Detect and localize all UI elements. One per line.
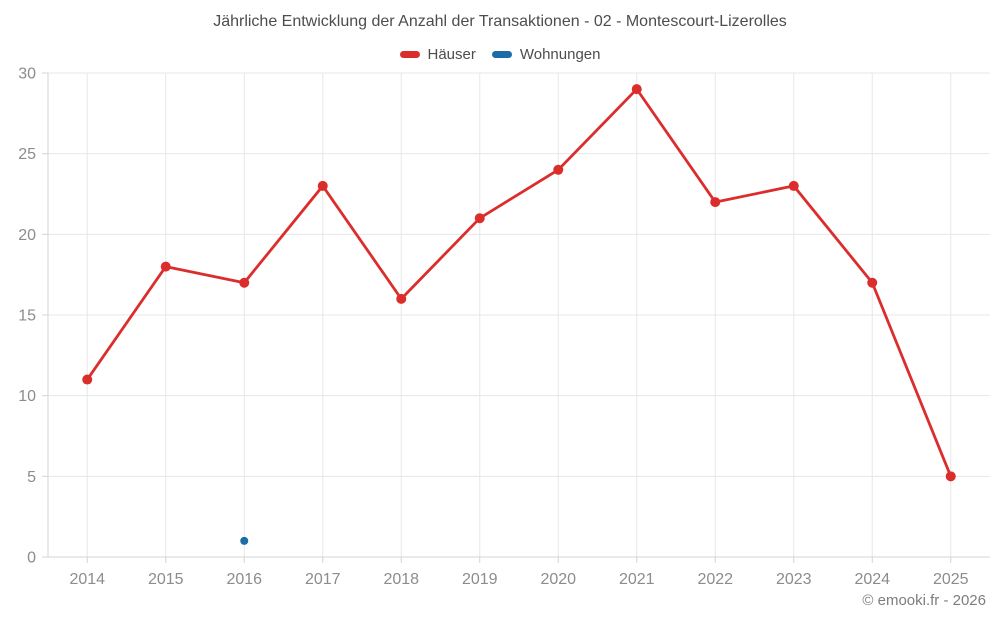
legend-swatch-haeuser-icon xyxy=(399,51,420,58)
x-axis-tick-label: 2018 xyxy=(383,571,419,588)
data-point-1[interactable] xyxy=(240,536,249,545)
x-axis-tick-label: 2019 xyxy=(462,571,498,588)
x-axis-tick-label: 2021 xyxy=(619,571,655,588)
x-axis-tick-label: 2023 xyxy=(776,571,812,588)
x-axis-tick-label: 2015 xyxy=(148,571,184,588)
data-point-0[interactable] xyxy=(239,277,250,288)
data-point-0[interactable] xyxy=(631,84,642,95)
data-point-0[interactable] xyxy=(82,374,93,385)
series-line-0 xyxy=(85,87,953,478)
data-point-0[interactable] xyxy=(396,293,407,304)
legend-item-haeuser[interactable]: Häuser xyxy=(399,46,476,63)
legend-swatch-wohnungen-icon xyxy=(491,51,512,58)
data-point-0[interactable] xyxy=(945,471,956,482)
data-point-0[interactable] xyxy=(160,261,171,272)
data-point-0[interactable] xyxy=(788,180,799,191)
y-axis-tick-label: 15 xyxy=(18,308,36,325)
legend-label-wohnungen: Wohnungen xyxy=(519,46,601,63)
data-point-0[interactable] xyxy=(710,197,721,208)
x-axis-tick-label: 2022 xyxy=(697,571,733,588)
x-axis-tick-label: 2024 xyxy=(854,571,890,588)
chart-title: Jährliche Entwicklung der Anzahl der Tra… xyxy=(213,13,787,30)
y-axis-tick-label: 5 xyxy=(27,469,36,486)
x-axis-tick-label: 2016 xyxy=(226,571,262,588)
y-axis-tick-label: 25 xyxy=(18,146,36,163)
legend-item-wohnungen[interactable]: Wohnungen xyxy=(491,46,601,63)
y-axis-tick-label: 30 xyxy=(18,66,36,83)
y-axis-tick-label: 10 xyxy=(18,388,36,405)
x-axis-tick-label: 2020 xyxy=(540,571,576,588)
x-axis-tick-label: 2017 xyxy=(305,571,341,588)
y-axis-tick-label: 20 xyxy=(18,227,36,244)
legend-label-haeuser: Häuser xyxy=(427,46,476,63)
data-point-0[interactable] xyxy=(474,213,485,224)
data-point-0[interactable] xyxy=(317,180,328,191)
data-point-0[interactable] xyxy=(867,277,878,288)
data-point-0[interactable] xyxy=(553,164,564,175)
y-axis-tick-label: 0 xyxy=(27,550,36,567)
copyright-text: © emooki.fr - 2026 xyxy=(862,592,986,609)
x-axis-tick-label: 2025 xyxy=(933,571,969,588)
x-axis-tick-label: 2014 xyxy=(69,571,105,588)
chart-legend: Häuser Wohnungen xyxy=(0,46,1000,63)
